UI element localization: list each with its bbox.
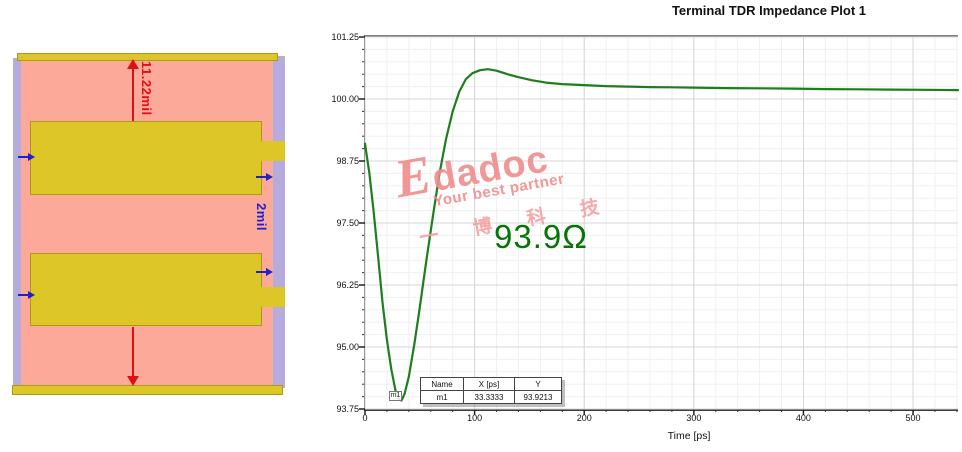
chart-title: Terminal TDR Impedance Plot 1 (671, 3, 867, 18)
y-tick-label: 101.25 (331, 32, 359, 42)
x-tick-label: 200 (576, 413, 592, 423)
x-tick-label: 0 (362, 413, 368, 423)
y-tick-label: 100.00 (331, 94, 359, 104)
y-tick-label: 98.75 (336, 156, 359, 166)
y-tick-label: 93.75 (336, 404, 359, 414)
soldermask-right (273, 56, 285, 388)
dimension-arrow-up-icon (132, 68, 134, 121)
port-arrow-right-lower-icon (256, 268, 273, 276)
y-tick-label: 96.25 (336, 280, 359, 290)
trace-lower-tab (261, 287, 285, 307)
trace-lower (30, 253, 262, 326)
tdr-curve-svg (359, 36, 960, 415)
port-arrow-left-lower-icon (18, 291, 35, 299)
trace-upper-tab (261, 141, 285, 161)
trace-gap-label: 2mil (254, 203, 269, 232)
port-arrow-left-upper-icon (18, 153, 35, 161)
marker-x-cell: 33.3333 (463, 390, 515, 404)
dimension-arrowhead-up-icon (127, 59, 139, 69)
y-tick-label: 97.50 (336, 218, 359, 228)
stackup-diagram: 11.22mil 2mil (12, 50, 285, 397)
y-tick-label: 95.00 (336, 342, 359, 352)
copper-plane-bottom (12, 385, 283, 395)
dielectric-region (21, 61, 273, 385)
port-arrow-right-upper-icon (256, 173, 273, 181)
dimension-arrow-down-icon (132, 327, 134, 377)
dimension-arrowhead-down-icon (127, 376, 139, 386)
marker-table-header-x: X [ps] (463, 377, 515, 391)
x-tick-label: 300 (686, 413, 702, 423)
x-tick-label: 100 (467, 413, 483, 423)
copper-plane-top (17, 53, 278, 61)
x-axis-title: Time [ps] (667, 430, 711, 442)
x-tick-label: 400 (795, 413, 811, 423)
soldermask-left (13, 58, 21, 388)
marker-table-row: m1 33.3333 93.9213 (420, 390, 562, 404)
x-tick-label: 500 (905, 413, 921, 423)
marker-m1-flag[interactable]: m1 (388, 390, 403, 401)
marker-table-header-name: Name (420, 377, 464, 391)
marker-table[interactable]: Name X [ps] Y m1 33.3333 93.9213 (420, 377, 562, 404)
impedance-annotation: 93.9Ω (494, 218, 588, 255)
marker-table-header-y: Y (514, 377, 562, 391)
trace-upper (30, 121, 262, 195)
marker-y-cell: 93.9213 (514, 390, 562, 404)
marker-name-cell: m1 (420, 390, 464, 404)
plot-canvas (359, 35, 960, 415)
dielectric-height-label: 11.22mil (139, 61, 154, 116)
